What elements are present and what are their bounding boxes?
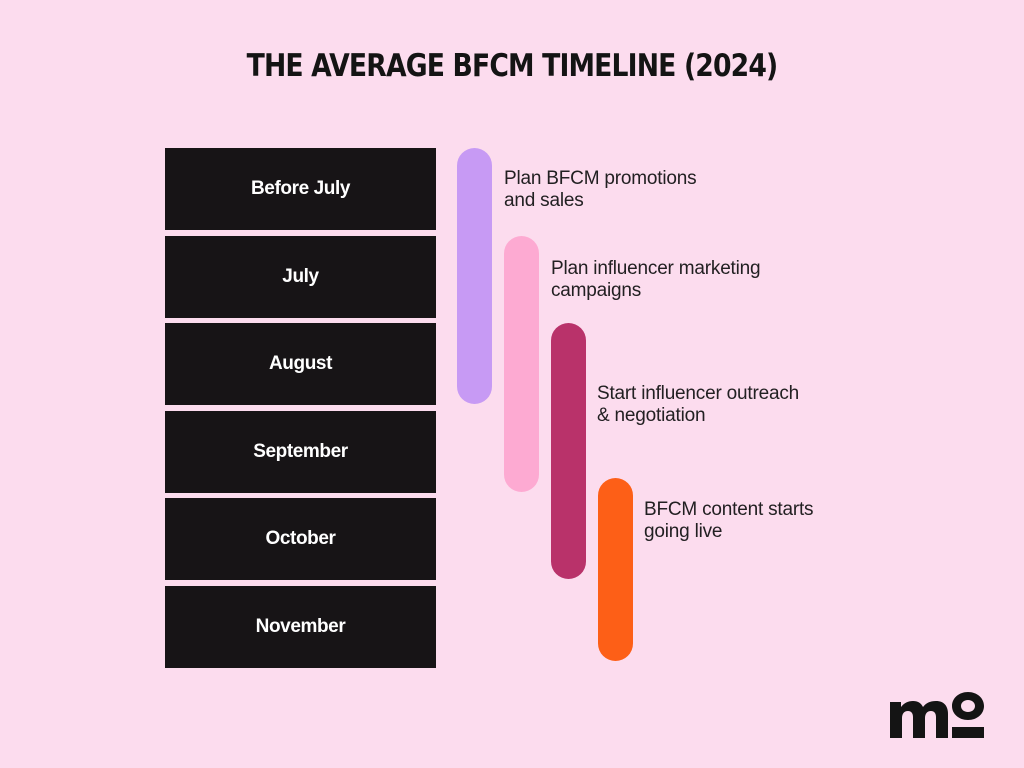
timeline-bar-outreach [551, 323, 586, 579]
timeline-bar-promotions [457, 148, 492, 404]
step-label-line: campaigns [551, 280, 642, 301]
mo-logo-icon [890, 692, 984, 738]
step-label-influencer-planning: Plan influencer marketing campaigns [551, 258, 761, 302]
step-label-line: Start influencer outreach [597, 383, 800, 404]
logo-shape [890, 692, 984, 738]
month-cell: July [165, 235, 436, 318]
timeline-bar-content-live [598, 478, 633, 661]
timeline-bar-influencer-planning [504, 236, 539, 492]
month-cell: Before July [165, 148, 436, 230]
step-label-line: BFCM content starts [644, 499, 814, 520]
month-cell: September [165, 410, 436, 493]
step-label-content-live: BFCM content starts going live [644, 499, 814, 543]
month-cell: November [165, 585, 436, 668]
page-title: THE AVERAGE BFCM TIMELINE (2024) [246, 48, 779, 84]
month-column: Before July July August September Octobe… [165, 148, 436, 674]
step-label-line: Plan BFCM promotions [504, 168, 697, 189]
month-cell: August [165, 323, 436, 406]
step-label-outreach: Start influencer outreach & negotiation [597, 383, 799, 427]
step-label-line: and sales [504, 190, 584, 211]
step-label-line: & negotiation [597, 405, 706, 426]
month-cell: October [165, 498, 436, 581]
step-label-promotions: Plan BFCM promotions and sales [504, 168, 697, 212]
step-label-line: Plan influencer marketing [551, 258, 761, 279]
step-label-line: going live [644, 521, 723, 542]
